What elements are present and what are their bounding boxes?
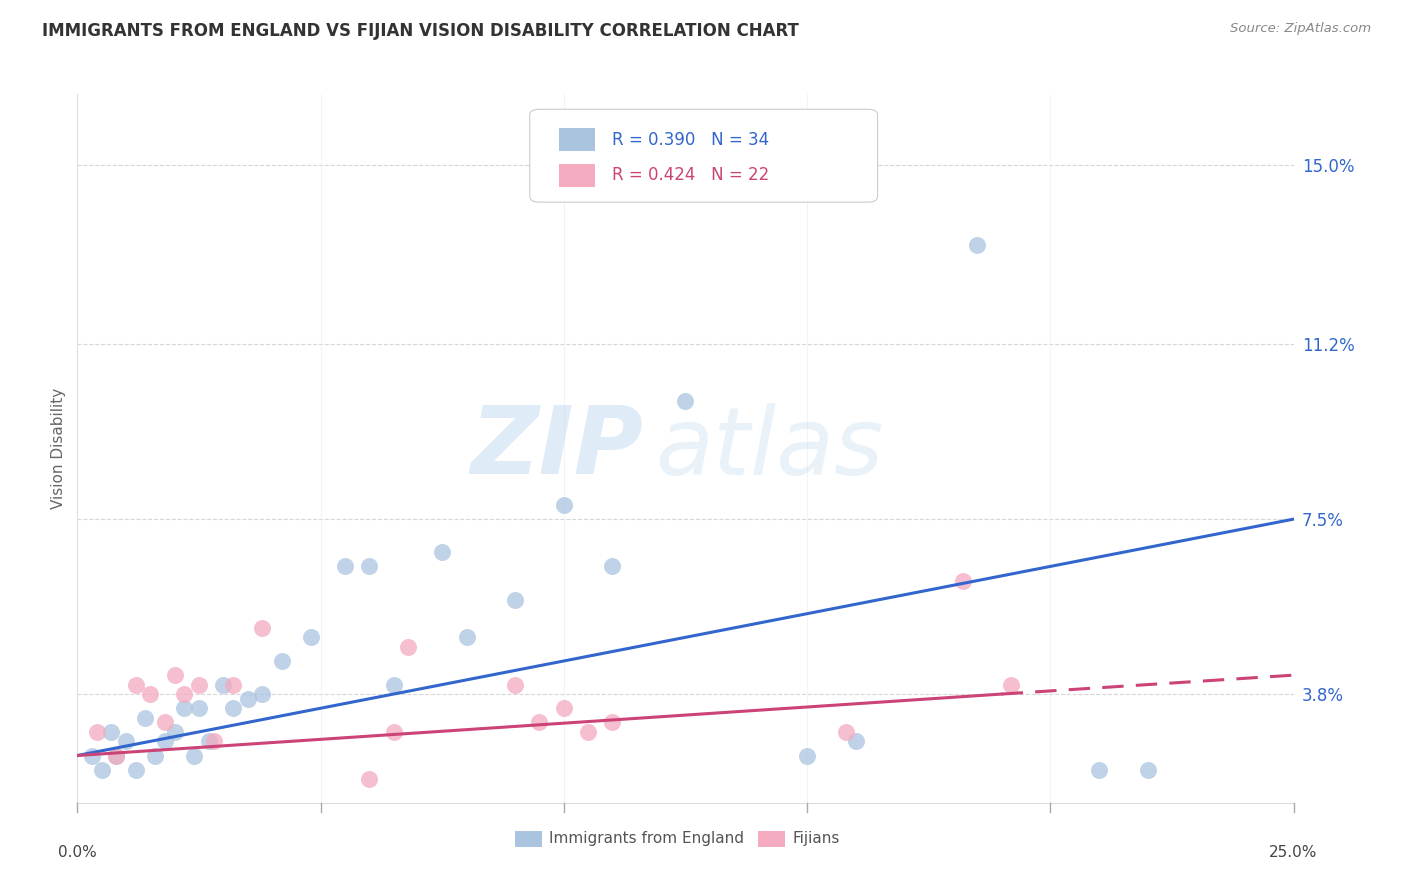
Point: [503, 678, 526, 692]
Point: [250, 621, 273, 635]
Text: Immigrants from England: Immigrants from England: [550, 831, 744, 847]
Point: [153, 734, 176, 748]
Point: [188, 678, 211, 692]
Point: [100, 724, 122, 739]
Point: [835, 724, 858, 739]
Point: [270, 654, 292, 668]
Point: [105, 748, 128, 763]
Point: [503, 592, 526, 607]
Point: [115, 734, 138, 748]
Point: [456, 631, 478, 645]
Point: [125, 763, 148, 777]
Point: [212, 678, 235, 692]
Text: 0.0%: 0.0%: [58, 846, 97, 861]
Point: [86, 724, 108, 739]
Point: [173, 701, 195, 715]
Point: [250, 687, 273, 701]
Y-axis label: Vision Disability: Vision Disability: [51, 388, 66, 508]
FancyBboxPatch shape: [560, 128, 595, 151]
Point: [163, 724, 186, 739]
Point: [1000, 678, 1022, 692]
Point: [952, 574, 974, 588]
Point: [1088, 763, 1111, 777]
Point: [359, 772, 381, 787]
FancyBboxPatch shape: [530, 109, 877, 202]
Point: [675, 394, 697, 409]
Point: [153, 715, 176, 730]
Point: [1136, 763, 1159, 777]
Text: R = 0.424   N = 22: R = 0.424 N = 22: [613, 166, 769, 185]
Point: [222, 678, 245, 692]
Point: [796, 748, 818, 763]
Point: [202, 734, 225, 748]
Point: [602, 715, 624, 730]
Point: [173, 687, 195, 701]
Point: [553, 701, 575, 715]
Point: [432, 545, 454, 559]
Point: [382, 724, 405, 739]
FancyBboxPatch shape: [560, 164, 595, 186]
Point: [529, 715, 551, 730]
Point: [845, 734, 868, 748]
Point: [299, 631, 322, 645]
FancyBboxPatch shape: [758, 831, 785, 847]
Point: [359, 559, 381, 574]
Text: ZIP: ZIP: [470, 402, 643, 494]
Text: R = 0.390   N = 34: R = 0.390 N = 34: [613, 131, 769, 149]
Point: [139, 687, 162, 701]
Point: [183, 748, 205, 763]
Point: [80, 748, 103, 763]
Text: Fijians: Fijians: [793, 831, 839, 847]
Text: IMMIGRANTS FROM ENGLAND VS FIJIAN VISION DISABILITY CORRELATION CHART: IMMIGRANTS FROM ENGLAND VS FIJIAN VISION…: [42, 22, 799, 40]
Point: [236, 691, 259, 706]
Point: [576, 724, 599, 739]
Point: [602, 559, 624, 574]
Point: [143, 748, 166, 763]
Text: Source: ZipAtlas.com: Source: ZipAtlas.com: [1230, 22, 1371, 36]
Point: [382, 678, 405, 692]
FancyBboxPatch shape: [515, 831, 541, 847]
Text: atlas: atlas: [655, 402, 883, 494]
Point: [553, 498, 575, 512]
Point: [966, 238, 988, 252]
Point: [396, 640, 419, 654]
Point: [134, 711, 156, 725]
Point: [125, 678, 148, 692]
Text: 25.0%: 25.0%: [1270, 846, 1317, 861]
Point: [163, 668, 186, 682]
Point: [105, 748, 128, 763]
Point: [188, 701, 211, 715]
Point: [222, 701, 245, 715]
Point: [90, 763, 112, 777]
Point: [333, 559, 356, 574]
Point: [197, 734, 219, 748]
